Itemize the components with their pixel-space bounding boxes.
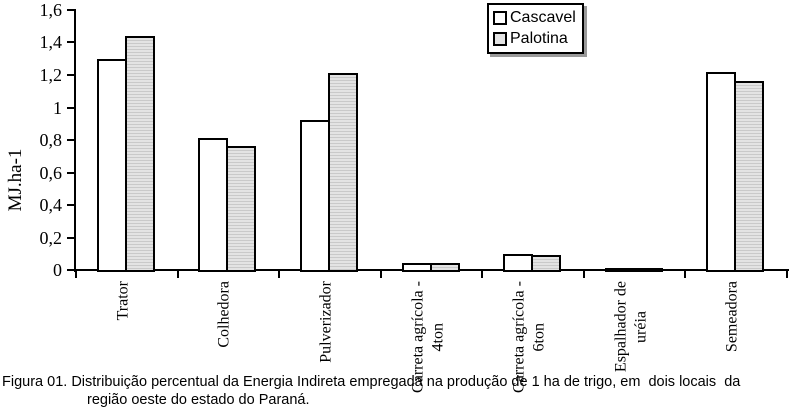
y-tick-label: 0,2 <box>39 228 63 248</box>
y-tick-label: 0,6 <box>39 163 63 183</box>
x-tick <box>786 270 788 278</box>
category-label-line: Semeadora <box>723 281 741 353</box>
y-tick <box>67 172 75 174</box>
x-tick <box>481 270 483 278</box>
legend-swatch-palotina <box>493 32 507 46</box>
category-label-1: Colhedora <box>216 281 233 348</box>
y-tick-label: 1,4 <box>39 32 63 52</box>
category-label-line: Colhedora <box>215 281 233 348</box>
y-axis-title: MJ.ha-1 <box>5 148 26 212</box>
category-label-6: Semeadora <box>724 281 741 352</box>
bar-palotina-3 <box>430 263 460 272</box>
legend-item-cascavel: Cascavel <box>493 9 578 27</box>
x-tick <box>75 270 77 278</box>
category-label-line: 4ton <box>429 322 447 352</box>
bar-palotina-0 <box>125 36 155 272</box>
category-label-line: Pulverizador <box>317 281 335 363</box>
x-tick <box>278 270 280 278</box>
bar-palotina-2 <box>328 73 358 272</box>
y-tick <box>67 41 75 43</box>
category-label-line: Trator <box>114 281 132 321</box>
legend-swatch-cascavel <box>493 11 507 25</box>
x-tick <box>380 270 382 278</box>
x-tick <box>684 270 686 278</box>
bar-cascavel-0 <box>97 59 127 272</box>
legend-label-cascavel: Cascavel <box>510 9 576 26</box>
category-label-5: Espalhador de uréia <box>613 281 650 372</box>
category-label-2: Pulverizador <box>318 281 335 363</box>
y-tick <box>67 204 75 206</box>
bar-cascavel-4 <box>503 254 533 272</box>
y-tick <box>67 9 75 11</box>
x-tick <box>583 270 585 278</box>
y-axis-line <box>74 9 76 272</box>
bar-palotina-1 <box>226 146 256 272</box>
y-tick-label: 1,2 <box>39 65 63 85</box>
category-label-line: uréia <box>632 310 650 343</box>
category-label-0: Trator <box>115 281 132 320</box>
y-tick <box>67 107 75 109</box>
bar-cascavel-1 <box>198 138 228 272</box>
bar-cascavel-3 <box>402 263 432 272</box>
legend-item-palotina: Palotina <box>493 30 578 48</box>
legend-label-palotina: Palotina <box>510 30 568 47</box>
figure-caption-line-1: Figura 01. Distribuição percentual da En… <box>2 374 741 390</box>
y-tick-label: 1 <box>53 98 62 118</box>
x-tick <box>177 270 179 278</box>
y-tick <box>67 269 75 271</box>
bar-palotina-4 <box>531 255 561 272</box>
figure-caption-line-2: região oeste do estado do Paraná. <box>87 392 310 408</box>
y-tick <box>67 139 75 141</box>
category-label-line: 6ton <box>530 322 548 352</box>
y-tick-label: 1,6 <box>39 0 63 20</box>
y-tick <box>67 74 75 76</box>
category-label-line: Espalhador de <box>612 281 630 373</box>
bar-cascavel-5 <box>605 268 635 272</box>
y-tick-label: 0 <box>53 260 62 280</box>
bar-palotina-6 <box>734 81 764 272</box>
bar-palotina-5 <box>633 268 663 272</box>
y-tick <box>67 237 75 239</box>
bar-cascavel-6 <box>706 72 736 272</box>
legend: Cascavel Palotina <box>487 3 584 54</box>
y-tick-label: 0,4 <box>39 195 63 215</box>
bar-cascavel-2 <box>300 120 330 272</box>
y-tick-label: 0,8 <box>39 130 63 150</box>
